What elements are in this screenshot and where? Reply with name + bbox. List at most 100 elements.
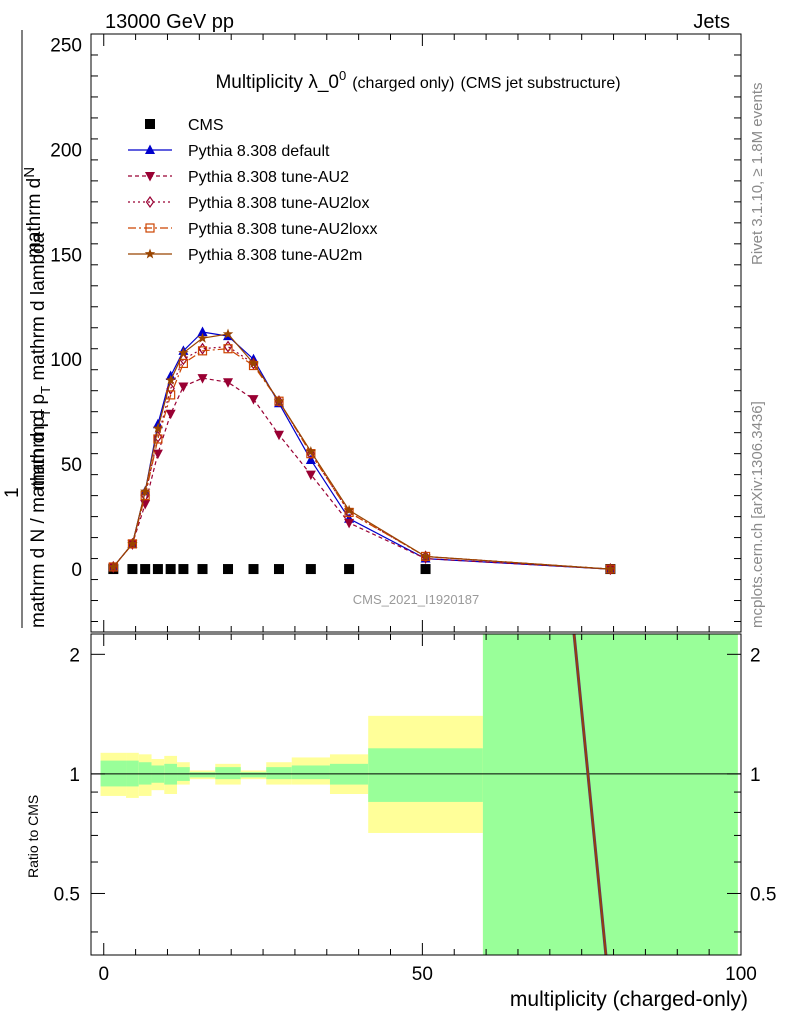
watermark: CMS_2021_I1920187 xyxy=(353,592,480,607)
legend-label-2: Pythia 8.308 tune-AU2 xyxy=(188,169,349,186)
legend-marker-4 xyxy=(145,223,155,233)
legend: CMS Pythia 8.308 default Pythia 8.308 tune… xyxy=(128,117,377,264)
series-5-point-10 xyxy=(305,446,317,456)
series-5-point-2 xyxy=(139,485,151,496)
series-5-point-13 xyxy=(605,563,616,574)
xtick-label-100: 100 xyxy=(725,964,757,985)
series-line-3 xyxy=(112,345,611,570)
series-0-point-1 xyxy=(127,564,138,575)
series-4-point-3 xyxy=(153,434,163,444)
xtick-label-0: 0 xyxy=(98,964,109,985)
legend-label-1: Pythia 8.308 default xyxy=(188,143,330,160)
series-0-point-9 xyxy=(273,564,284,575)
header-right: Jets xyxy=(693,11,730,33)
series-5-point-1 xyxy=(127,538,138,549)
series-2-point-10 xyxy=(305,470,316,481)
chart-title-paren1: (charged only) xyxy=(352,75,454,92)
legend-label-3: Pythia 8.308 tune-AU2lox xyxy=(188,195,369,212)
main-ytick-label-50: 50 xyxy=(61,455,82,476)
xlabel: multiplicity (charged-only) xyxy=(510,988,748,1011)
series-0-point-3 xyxy=(152,564,163,575)
chart-title-paren2: (CMS jet substructure) xyxy=(461,75,621,92)
series-line-4 xyxy=(112,348,611,570)
series-2-point-8 xyxy=(248,395,259,405)
ratio-band-green-12 xyxy=(368,748,483,802)
ratio-ytick-label-left-1: 1 xyxy=(69,765,80,786)
series-4-point-7 xyxy=(223,344,233,354)
series-5-point-6 xyxy=(197,332,208,343)
series-0-point-5 xyxy=(178,564,189,575)
ratio-band-green-13 xyxy=(482,634,738,955)
chart-title-main: Multiplicity λ_0 xyxy=(215,72,339,93)
chart-title-sup: 0 xyxy=(339,68,346,83)
ylabel-denominator: mathrm d pT mathrm d lambda xyxy=(28,232,53,490)
series-1-point-6 xyxy=(197,326,208,336)
ratio-ytick-label-right-0.5: 0.5 xyxy=(750,884,776,905)
ratio-plot xyxy=(91,633,741,956)
axes: 0 50 100 0 50 100 150 200 250 0.5 0.5 1 1 2 2 xyxy=(50,33,776,985)
series-5-point-8 xyxy=(248,357,259,368)
series-4 xyxy=(108,344,615,574)
main-ylabel: mathrm dN mathrm d pT mathrm d lambda 1 … xyxy=(2,30,53,628)
series-5-point-7 xyxy=(222,328,234,339)
ratio-ytick-label-left-0.5: 0.5 xyxy=(54,884,80,905)
ratio-ytick-label-right-2: 2 xyxy=(750,645,761,666)
legend-marker-3 xyxy=(145,195,155,209)
series-0-point-4 xyxy=(165,564,176,575)
series-2 xyxy=(108,374,616,575)
side-rivet: Rivet 3.1.10, ≥ 1.8M events xyxy=(749,83,766,266)
legend-marker-0 xyxy=(145,119,155,129)
header-left: 13000 GeV pp xyxy=(105,11,234,33)
main-ytick-label-0: 0 xyxy=(71,560,82,581)
series-5-point-5 xyxy=(178,347,189,358)
chart-title: Multiplicity λ_00 (charged only) (CMS jet … xyxy=(215,68,620,93)
ratio-band-green-7 xyxy=(215,767,241,780)
ratio-frame xyxy=(90,633,742,956)
ylabel-prefix-den: mathrm d N / mathrm d pT xyxy=(28,409,53,628)
series-2-point-5 xyxy=(178,382,189,393)
ratio-steep-line xyxy=(573,633,607,956)
series-3 xyxy=(109,340,615,576)
ratio-ytick-label-right-1: 1 xyxy=(750,765,761,786)
main-ytick-label-200: 200 xyxy=(50,140,82,161)
series-line-2 xyxy=(112,377,611,570)
series-5-point-4 xyxy=(165,374,176,385)
series-5-point-11 xyxy=(343,504,355,515)
side-mcplots: mcplots.cern.ch [arXiv:1306.3436] xyxy=(749,401,766,628)
series-4-point-6 xyxy=(197,346,208,356)
series-2-point-11 xyxy=(344,518,355,529)
main-plot xyxy=(108,326,616,576)
series-line-5 xyxy=(112,333,611,570)
legend-label-5: Pythia 8.308 tune-AU2m xyxy=(188,247,362,264)
series-0-point-10 xyxy=(305,564,316,575)
series-0-point-8 xyxy=(248,564,259,575)
legend-marker-1 xyxy=(145,144,155,154)
ratio-band-green-10 xyxy=(291,765,330,780)
series-2-point-6 xyxy=(197,374,208,384)
ratio-band-green-9 xyxy=(266,767,292,780)
ratio-band-green-8 xyxy=(240,772,267,778)
ratio-bands xyxy=(100,634,738,955)
series-0-point-12 xyxy=(420,564,431,575)
ylabel-numerator: mathrm dN xyxy=(21,167,45,258)
series-5-point-9 xyxy=(273,395,285,406)
ratio-ytick-label-left-2: 2 xyxy=(69,645,80,666)
series-4-point-5 xyxy=(178,358,189,369)
series-5 xyxy=(108,328,616,574)
main-ytick-label-100: 100 xyxy=(50,350,82,371)
series-2-point-9 xyxy=(273,430,284,441)
series-0-point-6 xyxy=(197,564,208,575)
main-frame xyxy=(90,33,742,633)
ratio-ylabel: Ratio to CMS xyxy=(25,795,41,878)
series-0-point-2 xyxy=(140,564,151,575)
main-ytick-label-250: 250 xyxy=(50,35,82,56)
legend-marker-5 xyxy=(144,248,156,259)
series-2-point-4 xyxy=(165,409,176,420)
ylabel-prefix-1: 1 xyxy=(2,487,23,498)
legend-label-4: Pythia 8.308 tune-AU2loxx xyxy=(188,221,377,238)
series-0-point-7 xyxy=(223,564,234,575)
legend-label-0: CMS xyxy=(188,117,224,134)
series-5-point-0 xyxy=(108,561,119,572)
xtick-label-50: 50 xyxy=(412,964,433,985)
